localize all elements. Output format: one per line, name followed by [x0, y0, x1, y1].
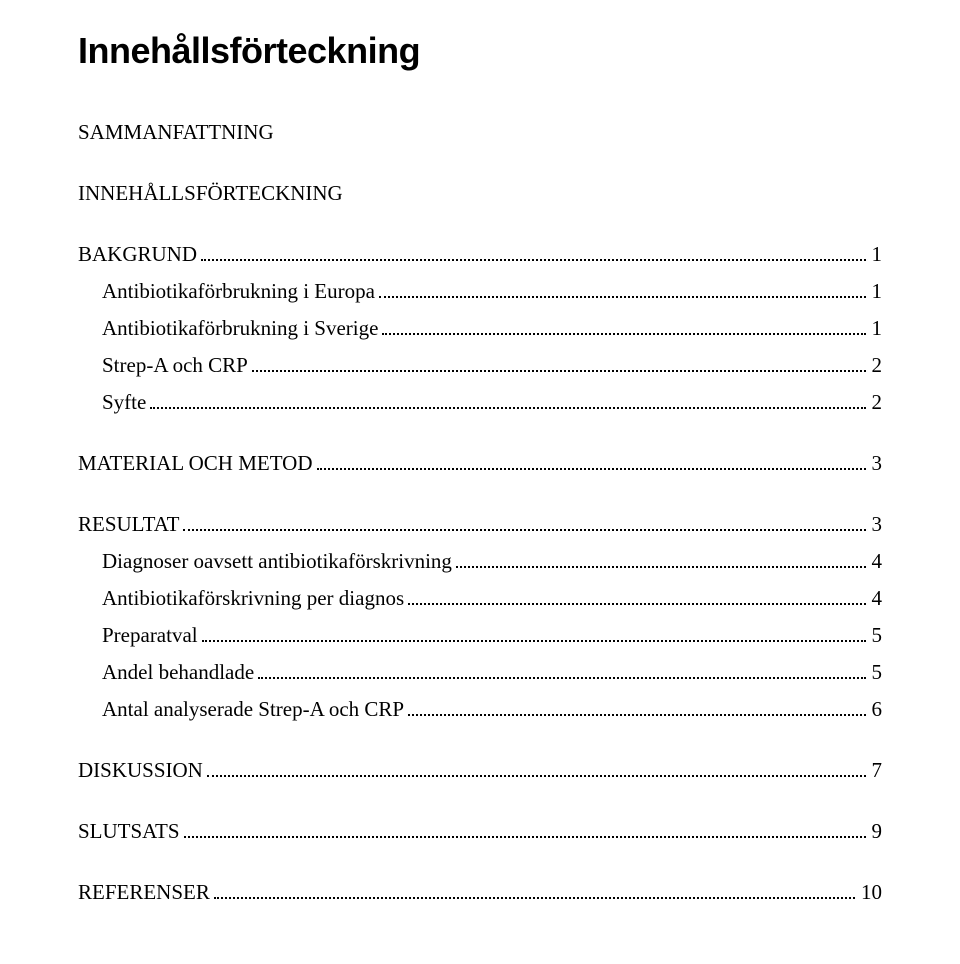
- toc-entry-bakgrund: BAKGRUND 1: [78, 242, 882, 267]
- toc-page: 2: [870, 353, 883, 378]
- toc-entry-sammanfattning: SAMMANFATTNING: [78, 120, 882, 145]
- toc-entry-material: MATERIAL OCH METOD 3: [78, 451, 882, 476]
- toc-leader: [252, 357, 866, 372]
- toc-leader: [456, 553, 866, 568]
- toc-leader: [214, 884, 855, 899]
- toc-leader: [408, 701, 865, 716]
- toc-leader: [201, 246, 865, 261]
- toc-label: INNEHÅLLSFÖRTECKNING: [78, 181, 343, 206]
- toc-leader: [183, 516, 865, 531]
- toc-page: 6: [870, 697, 883, 722]
- toc-leader: [202, 627, 866, 642]
- toc-page: 2: [870, 390, 883, 415]
- toc-page: 9: [870, 819, 883, 844]
- toc-label: MATERIAL OCH METOD: [78, 451, 313, 476]
- toc-page: 5: [870, 660, 883, 685]
- toc-label: Antal analyserade Strep-A och CRP: [102, 697, 404, 722]
- toc-label: REFERENSER: [78, 880, 210, 905]
- toc-entry-bakgrund-sub3: Strep-A och CRP 2: [78, 353, 882, 378]
- toc-leader: [382, 320, 865, 335]
- toc-leader: [150, 394, 865, 409]
- toc-label: Preparatval: [102, 623, 198, 648]
- toc-entry-bakgrund-sub1: Antibiotikaförbrukning i Europa 1: [78, 279, 882, 304]
- toc-leader: [184, 823, 866, 838]
- toc-page: 4: [870, 549, 883, 574]
- toc-label: Andel behandlade: [102, 660, 254, 685]
- toc-page: 4: [870, 586, 883, 611]
- toc-entry-resultat-sub5: Antal analyserade Strep-A och CRP 6: [78, 697, 882, 722]
- toc-entry-bakgrund-sub4: Syfte 2: [78, 390, 882, 415]
- toc-leader: [408, 590, 865, 605]
- toc-label: Antibiotikaförbrukning i Sverige: [102, 316, 378, 341]
- toc-label: Diagnoser oavsett antibiotikaförskrivnin…: [102, 549, 452, 574]
- toc-label: RESULTAT: [78, 512, 179, 537]
- toc-label: Strep-A och CRP: [102, 353, 248, 378]
- toc-entry-resultat-sub4: Andel behandlade 5: [78, 660, 882, 685]
- toc-page: 3: [870, 512, 883, 537]
- table-of-contents: SAMMANFATTNING INNEHÅLLSFÖRTECKNING BAKG…: [78, 120, 882, 905]
- toc-page: 5: [870, 623, 883, 648]
- toc-leader: [258, 664, 865, 679]
- toc-entry-resultat-sub2: Antibiotikaförskrivning per diagnos 4: [78, 586, 882, 611]
- toc-entry-resultat: RESULTAT 3: [78, 512, 882, 537]
- toc-label: SAMMANFATTNING: [78, 120, 274, 145]
- toc-label: Antibiotikaförbrukning i Europa: [102, 279, 375, 304]
- toc-page: 7: [870, 758, 883, 783]
- toc-page: 1: [870, 316, 883, 341]
- toc-entry-bakgrund-sub2: Antibiotikaförbrukning i Sverige 1: [78, 316, 882, 341]
- toc-label: Antibiotikaförskrivning per diagnos: [102, 586, 404, 611]
- toc-label: DISKUSSION: [78, 758, 203, 783]
- toc-leader: [317, 455, 866, 470]
- toc-entry-slutsats: SLUTSATS 9: [78, 819, 882, 844]
- toc-page: 10: [859, 880, 882, 905]
- toc-entry-diskussion: DISKUSSION 7: [78, 758, 882, 783]
- toc-label: BAKGRUND: [78, 242, 197, 267]
- toc-page: 3: [870, 451, 883, 476]
- toc-entry-referenser: REFERENSER 10: [78, 880, 882, 905]
- toc-leader: [207, 762, 866, 777]
- page-title: Innehållsförteckning: [78, 30, 882, 72]
- toc-label: Syfte: [102, 390, 146, 415]
- toc-page: 1: [870, 279, 883, 304]
- toc-entry-resultat-sub1: Diagnoser oavsett antibiotikaförskrivnin…: [78, 549, 882, 574]
- toc-entry-innehallsforteckning: INNEHÅLLSFÖRTECKNING: [78, 181, 882, 206]
- toc-entry-resultat-sub3: Preparatval 5: [78, 623, 882, 648]
- toc-page: 1: [870, 242, 883, 267]
- toc-leader: [379, 283, 866, 298]
- toc-label: SLUTSATS: [78, 819, 180, 844]
